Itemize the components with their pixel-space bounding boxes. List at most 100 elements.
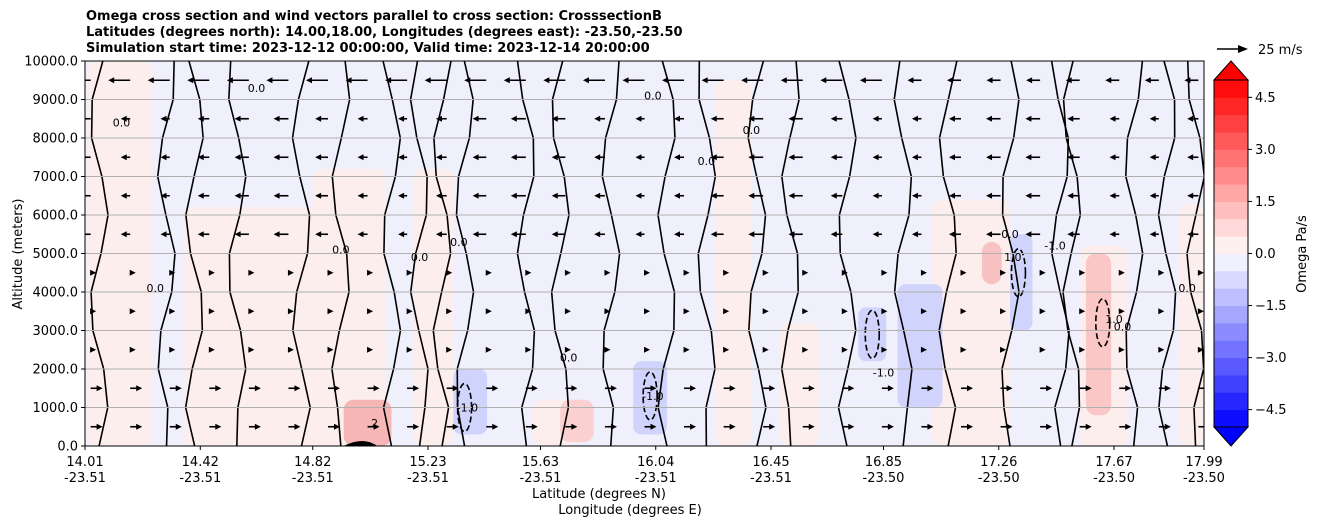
wind-vector-head — [510, 115, 517, 122]
negative-omega-region — [858, 307, 887, 362]
wind-vector-head — [1079, 346, 1086, 353]
x-tick-label-lon: -23.51 — [635, 471, 677, 486]
wind-vector-head — [741, 77, 748, 84]
strong-positive-omega-region — [343, 399, 392, 446]
x-tick-label-lat: 17.67 — [1095, 455, 1132, 470]
wind-vector-head — [1149, 231, 1156, 238]
wind-vector-head — [769, 423, 776, 430]
x-axis-label-lat: Latitude (degrees N) — [532, 487, 666, 502]
wind-vector-head — [129, 269, 136, 276]
wind-vector-head — [1000, 346, 1007, 353]
wind-vector-head — [1039, 269, 1046, 276]
wind-vector-head — [650, 385, 657, 392]
negative-contour-line — [1094, 297, 1111, 348]
wind-vector-head — [729, 385, 736, 392]
wind-vector-head — [357, 192, 364, 199]
wind-vector-head — [674, 154, 681, 161]
y-tick-label: 0.0 — [57, 440, 78, 455]
wind-vector-head — [1118, 308, 1125, 315]
wind-vector-head — [1158, 308, 1165, 315]
wind-vector-head — [169, 269, 176, 276]
wind-vector-head — [610, 385, 617, 392]
wind-vector-head — [1067, 231, 1074, 238]
colorbar-tick-label: −4.5 — [1255, 403, 1287, 418]
wind-vector-head — [881, 346, 888, 353]
wind-vector-head — [385, 77, 392, 84]
wind-vector-head — [1067, 115, 1074, 122]
wind-vector-head — [315, 192, 322, 199]
contour-label: 0.0 — [147, 282, 165, 295]
wind-vector-head — [830, 231, 837, 238]
wind-vector-head — [551, 192, 558, 199]
wind-vector-head — [674, 115, 681, 122]
wind-vector-head — [1079, 308, 1086, 315]
contour-label: 0.0 — [644, 90, 662, 103]
wind-vector-head — [294, 385, 301, 392]
wind-vector-head — [120, 115, 127, 122]
wind-vector-head — [1164, 385, 1171, 392]
strong-positive-omega-region — [1085, 253, 1112, 416]
wind-vector-head — [802, 269, 809, 276]
wind-vector-head — [357, 115, 364, 122]
chart-title: Omega cross section and wind vectors par… — [86, 9, 683, 57]
colorbar-segment — [1214, 236, 1248, 254]
wind-vector-head — [120, 192, 127, 199]
wind-vector-head — [1197, 308, 1204, 315]
wind-vector-head — [748, 115, 755, 122]
wind-vector-head — [690, 385, 697, 392]
wind-vector-head — [820, 77, 827, 84]
wind-vector-head — [911, 115, 918, 122]
wind-vector-head — [510, 192, 517, 199]
y-tick-label: 1000.0 — [33, 401, 79, 416]
wind-vector-head — [169, 308, 176, 315]
colorbar-segment — [1214, 166, 1248, 185]
wind-vector-head — [503, 77, 510, 84]
wind-vector-head — [872, 115, 879, 122]
wind-vector-head — [472, 115, 479, 122]
positive-omega-region — [413, 168, 454, 446]
wind-vector-head — [69, 77, 75, 83]
wind-vector-head — [1065, 77, 1072, 84]
wind-vector-head — [887, 423, 894, 430]
wind-vector-head — [79, 154, 85, 160]
wind-vector-head — [413, 423, 420, 430]
wind-vector-head — [254, 423, 261, 430]
x-tick-label-lat: 14.42 — [182, 455, 219, 470]
wind-vector-head — [604, 308, 611, 315]
wind-vector-head — [622, 77, 629, 84]
wind-vector-head — [485, 308, 492, 315]
contour-label: 0.0 — [113, 116, 131, 129]
y-tick-label: 9000.0 — [33, 93, 79, 108]
wind-vector-head — [769, 385, 776, 392]
wind-vector-head — [90, 269, 97, 276]
wind-vector-head — [208, 308, 215, 315]
colorbar-segment — [1214, 270, 1248, 289]
wind-vector-head — [872, 154, 879, 161]
wind-vector-head — [644, 269, 650, 276]
wind-vector-head — [948, 115, 955, 122]
wind-vector-head — [1144, 77, 1151, 84]
colorbar-tick-label: −1.5 — [1255, 299, 1287, 314]
wind-vector-head — [1006, 423, 1013, 430]
colorbar-label: Omega Pa/s — [1295, 215, 1310, 293]
wind-vector-head — [920, 346, 927, 353]
y-tick-label: 7000.0 — [33, 170, 79, 185]
wind-vector-head — [635, 115, 642, 122]
wind-vector-head — [830, 154, 837, 161]
wind-vector-head — [1118, 269, 1125, 276]
wind-vector-head — [160, 192, 167, 199]
wind-vector-head — [927, 385, 934, 392]
x-tick-label-lon: -23.50 — [978, 471, 1020, 486]
wind-vector-head — [398, 192, 405, 199]
wind-vector-head — [762, 269, 769, 276]
wind-vector-head — [248, 269, 255, 276]
wind-vector-head — [254, 385, 261, 392]
wind-vector-head — [1006, 385, 1013, 392]
positive-omega-region — [714, 80, 752, 446]
wind-vector-head — [594, 231, 601, 238]
positive-omega-region — [1178, 203, 1204, 446]
wind-vector-head — [234, 115, 241, 122]
wind-vector-head — [1118, 346, 1125, 353]
wind-vector-head — [273, 154, 280, 161]
colorbar-segment — [1214, 201, 1248, 220]
